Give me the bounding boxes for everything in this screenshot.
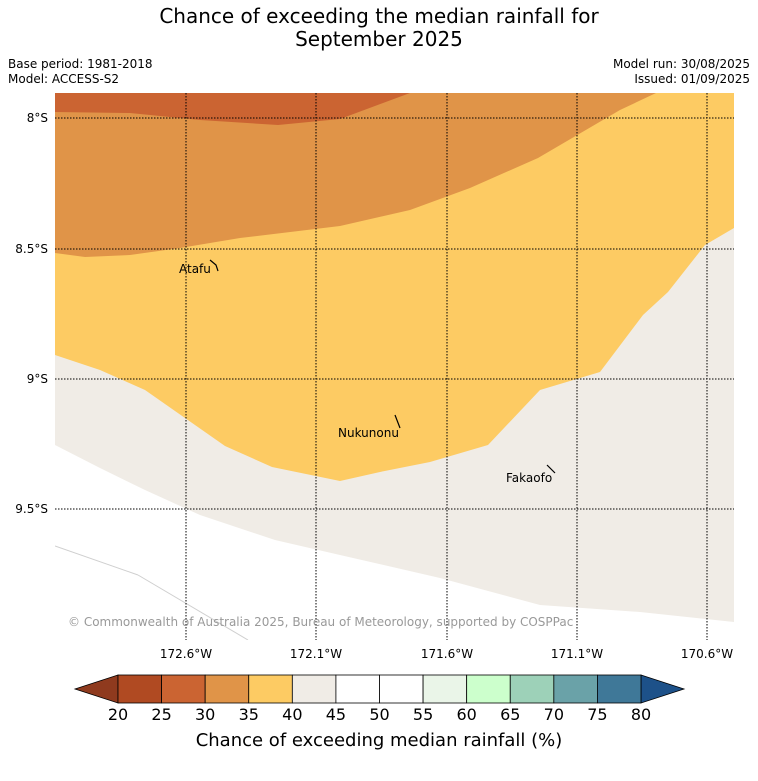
colorbar-segment [248, 674, 293, 704]
band-30-35 [55, 93, 656, 257]
lat-label: 8.5°S [15, 242, 48, 256]
nukunonu-atoll [394, 414, 401, 429]
lon-label: 171.1°W [550, 647, 604, 661]
place-label-nukunonu: Nukunonu [338, 426, 399, 440]
colorbar-tick-label: 20 [107, 705, 129, 724]
place-label-atafu: Atafu [179, 262, 211, 276]
base-period: Base period: 1981-2018 [8, 57, 153, 71]
lat-label: 8°S [26, 111, 48, 125]
colorbar-segment [422, 674, 468, 704]
colorbar-segment [161, 674, 206, 704]
colorbar-extend-high [640, 674, 686, 704]
colorbar-segment [509, 674, 555, 704]
colorbar [73, 674, 686, 704]
copyright-text: © Commonwealth of Australia 2025, Bureau… [68, 615, 573, 629]
title-line-2: September 2025 [295, 27, 463, 51]
colorbar-tick-label: 40 [282, 705, 303, 724]
issued-date: Issued: 01/09/2025 [634, 72, 750, 86]
boundary-line-1 [55, 545, 139, 576]
colorbar-tick-label: 80 [630, 705, 652, 724]
colorbar-tick-label: 75 [587, 705, 608, 724]
colorbar-tick-label: 55 [412, 705, 434, 724]
model-name: Model: ACCESS-S2 [8, 72, 120, 86]
colorbar-tick-label: 70 [543, 705, 565, 724]
colorbar-segment [204, 674, 250, 704]
graticule [55, 93, 734, 640]
colorbar-tick-label: 35 [238, 705, 259, 724]
colorbar-segment [117, 674, 162, 704]
colorbar-tick-label: 45 [325, 705, 347, 724]
lon-label: 171.6°W [420, 647, 474, 661]
model-run: Model run: 30/08/2025 [612, 57, 750, 71]
colorbar-tick-label: 60 [456, 705, 477, 724]
lon-label: 172.6°W [159, 647, 213, 661]
colorbar-segment [553, 674, 598, 704]
map-area: Atafu Nukunonu Fakaofo © Commonwealth of… [55, 93, 734, 640]
colorbar-segment [335, 674, 380, 704]
place-label-fakaofo: Fakaofo [506, 471, 552, 485]
colorbar-tick-label: 65 [500, 705, 521, 724]
map-title: Chance of exceeding the median rainfall … [0, 5, 758, 51]
lat-label: 9°S [26, 372, 48, 386]
colorbar-segment [466, 674, 511, 704]
colorbar-tick-label: 50 [369, 705, 390, 724]
lat-label: 9.5°S [15, 502, 48, 516]
colorbar-tick-label: 30 [194, 705, 216, 724]
colorbar-tick-label: 25 [151, 705, 172, 724]
title-line-1: Chance of exceeding the median rainfall … [159, 4, 599, 28]
boundary-line-2 [137, 574, 249, 640]
meta-left: Base period: 1981-2018 Model: ACCESS-S2 [8, 57, 153, 87]
colorbar-segment [597, 674, 642, 704]
colorbar-segment [291, 674, 337, 704]
band-25-30 [55, 93, 410, 125]
meta-right: Model run: 30/08/2025 Issued: 01/09/2025 [613, 57, 750, 87]
colorbar-label: Chance of exceeding median rainfall (%) [195, 730, 563, 751]
colorbar-segment [379, 674, 424, 704]
lon-label: 172.1°W [289, 647, 343, 661]
atafu-atoll [209, 259, 219, 272]
lon-label: 170.6°W [680, 647, 734, 661]
colorbar-extend-low [73, 674, 119, 704]
fakaofo-atoll [546, 464, 556, 474]
